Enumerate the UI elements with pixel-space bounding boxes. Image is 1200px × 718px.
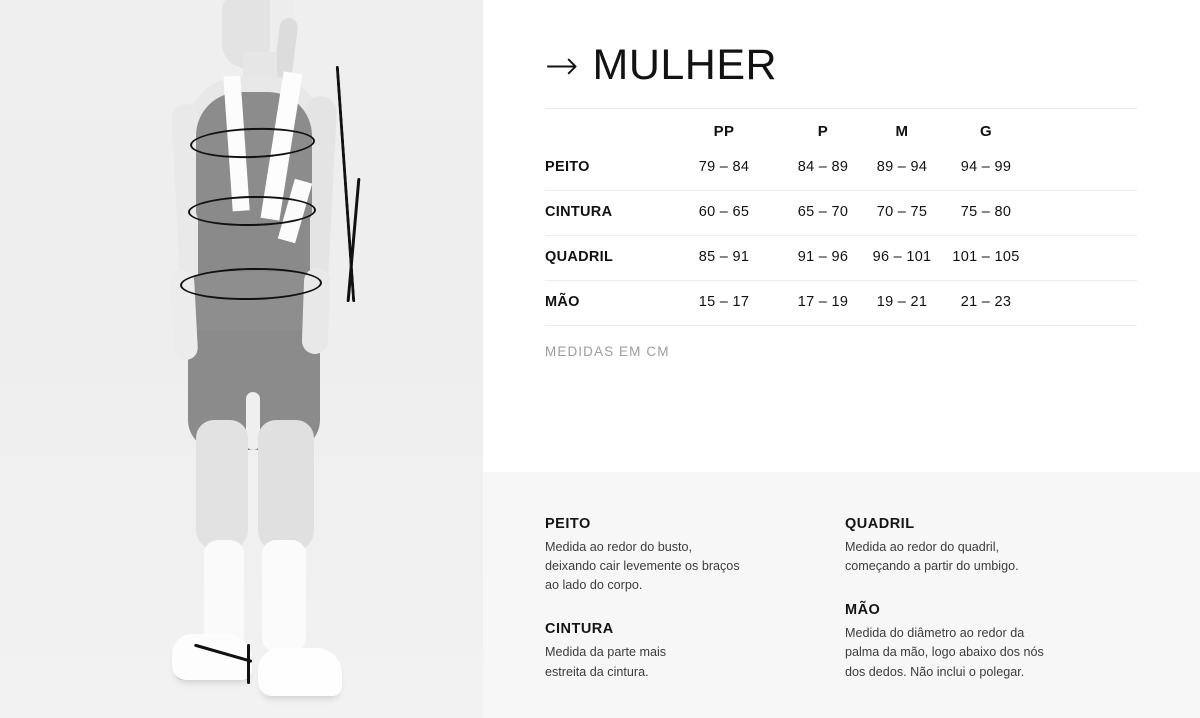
size-column-header-p: P	[817, 123, 829, 140]
model-left-thigh	[196, 420, 248, 550]
mao-spacer-cell	[1031, 281, 1137, 326]
cintura-pp-value: 60 – 65	[698, 204, 750, 220]
table-row: PEITO 79 – 84 84 – 89 89 – 94 94 – 99	[545, 146, 1137, 191]
mao-g-value: 21 – 23	[960, 294, 1012, 310]
model-figure-illustration	[0, 0, 483, 718]
quadril-spacer-cell	[1031, 236, 1137, 281]
instruction-quadril: QUADRIL Medida ao redor do quadril, come…	[845, 516, 1110, 576]
model-right-calf	[262, 540, 306, 652]
instruction-quadril-title: QUADRIL	[845, 516, 915, 532]
measure-label-peito: PEITO	[545, 159, 590, 175]
size-table-head: PP P M G	[545, 108, 1137, 147]
measure-label-quadril: QUADRIL	[545, 249, 614, 265]
mao-m-value: 19 – 21	[876, 294, 928, 310]
quadril-g-value: 101 – 105	[952, 249, 1020, 265]
size-column-header-m: M	[895, 123, 909, 140]
size-column-header-pp: PP	[713, 123, 735, 140]
instruction-quadril-body: Medida ao redor do quadril, começando a …	[845, 540, 1019, 574]
foot-length-vertical-line-icon	[247, 644, 250, 684]
instructions-column-right: QUADRIL Medida ao redor do quadril, come…	[845, 516, 1110, 682]
measure-label-mao: MÃO	[545, 294, 580, 310]
instructions-column-left: PEITO Medida ao redor do busto, deixando…	[545, 516, 795, 682]
model-right-thigh	[258, 420, 314, 552]
measurement-instructions-section	[483, 472, 1200, 718]
cintura-p-value: 65 – 70	[797, 204, 849, 220]
instruction-cintura: CINTURA Medida da parte mais estreita da…	[545, 621, 795, 681]
cintura-spacer-cell	[1031, 191, 1137, 236]
quadril-pp-value: 85 – 91	[698, 249, 750, 265]
size-table-corner-header	[545, 109, 665, 147]
size-column-header-g: G	[979, 123, 993, 140]
mao-p-value: 17 – 19	[797, 294, 849, 310]
table-row: QUADRIL 85 – 91 91 – 96 96 – 101 101 – 1…	[545, 236, 1137, 281]
size-chart-content-panel: → MULHER PP P M G PEITO 79 – 84 84 – 89	[483, 0, 1200, 718]
cintura-m-value: 70 – 75	[876, 204, 928, 220]
model-right-shoe	[258, 648, 342, 696]
instruction-mao-title: MÃO	[845, 602, 881, 619]
photo-stage	[0, 0, 483, 718]
quadril-p-value: 91 – 96	[797, 249, 849, 265]
peito-spacer-cell	[1031, 146, 1137, 191]
instruction-mao: MÃO Medida do diâmetro ao redor da palma…	[845, 602, 1110, 681]
table-row: MÃO 15 – 17 17 – 19 19 – 21 21 – 23	[545, 281, 1137, 326]
page-title-text: MULHER	[592, 41, 778, 89]
size-table-body: PEITO 79 – 84 84 – 89 89 – 94 94 – 99 CI…	[545, 146, 1137, 326]
size-measurements-table: PP P M G PEITO 79 – 84 84 – 89 89 – 94 9…	[545, 108, 1137, 326]
model-photo-panel	[0, 0, 483, 718]
units-note: MEDIDAS EM CM	[545, 344, 670, 359]
measure-label-cintura: CINTURA	[545, 204, 613, 220]
mao-pp-value: 15 – 17	[698, 294, 750, 310]
instruction-mao-body: Medida do diâmetro ao redor da palma da …	[845, 626, 1044, 679]
page-title: → MULHER	[545, 44, 777, 87]
model-short-gap	[246, 392, 260, 450]
instruction-peito-body: Medida ao redor do busto, deixando cair …	[545, 540, 740, 593]
size-table-header-row: PP P M G	[545, 108, 1137, 147]
peito-p-value: 84 – 89	[797, 159, 849, 175]
instruction-peito: PEITO Medida ao redor do busto, deixando…	[545, 516, 795, 595]
instruction-cintura-title: CINTURA	[545, 621, 614, 638]
table-row: CINTURA 60 – 65 65 – 70 70 – 75 75 – 80	[545, 191, 1137, 236]
peito-pp-value: 79 – 84	[698, 159, 750, 175]
right-arrow-icon: →	[545, 42, 579, 89]
peito-g-value: 94 – 99	[960, 159, 1012, 175]
cintura-g-value: 75 – 80	[960, 204, 1012, 220]
peito-m-value: 89 – 94	[876, 159, 928, 175]
quadril-m-value: 96 – 101	[872, 249, 932, 265]
instruction-peito-title: PEITO	[545, 516, 591, 532]
instruction-cintura-body: Medida da parte mais estreita da cintura…	[545, 645, 667, 679]
model-left-calf	[204, 540, 244, 650]
size-table-spacer-header	[1031, 109, 1137, 147]
